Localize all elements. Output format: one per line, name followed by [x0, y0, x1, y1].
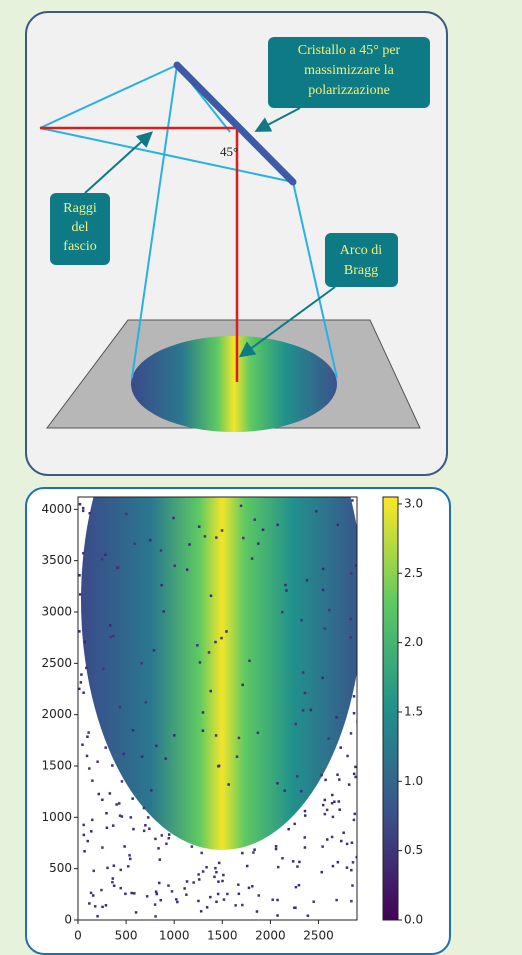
- colorbar-tick-label: 3.0: [404, 496, 423, 510]
- x-tick-label: 1000: [159, 929, 190, 943]
- x-tick-label: 1500: [207, 929, 238, 943]
- x-tick-label: 2500: [303, 929, 334, 943]
- callout-text: Raggi: [63, 201, 97, 216]
- callout-text: Bragg: [344, 263, 378, 278]
- y-tick-label: 0: [64, 913, 72, 927]
- callout-text: del: [71, 220, 88, 235]
- beam-callout: [50, 193, 110, 265]
- y-tick-label: 500: [49, 861, 72, 875]
- x-tick-label: 2000: [255, 929, 286, 943]
- arrow: [238, 286, 336, 358]
- callout-text: massimizzare la: [304, 63, 395, 78]
- arrow: [254, 107, 301, 132]
- colorbar-tick-label: 0.5: [404, 843, 423, 857]
- colorbar-tick-label: 0.0: [404, 913, 423, 927]
- bragg-callout: [325, 233, 398, 287]
- colorbar-tick-label: 1.5: [404, 704, 423, 718]
- arrow: [84, 131, 153, 194]
- heatmap: [78, 497, 357, 920]
- colorbar: [382, 496, 399, 921]
- colorbar-tick-label: 1.0: [404, 774, 423, 788]
- detector-disc: [131, 336, 337, 432]
- y-tick-label: 3500: [41, 553, 72, 567]
- y-tick-label: 2000: [41, 707, 72, 721]
- crystal-callout: [268, 37, 430, 108]
- callout-text: polarizzazione: [308, 83, 390, 98]
- angle-label: 45°: [220, 144, 238, 159]
- beam-axis: [40, 126, 239, 382]
- y-tick-label: 4000: [41, 502, 72, 516]
- y-tick-label: 3000: [41, 604, 72, 618]
- x-tick-label: 0: [74, 929, 82, 943]
- colorbar-tick-label: 2.0: [404, 635, 423, 649]
- y-tick-label: 1000: [41, 810, 72, 824]
- colorbar-tick-label: 2.5: [404, 566, 423, 580]
- callout-text: Cristallo a 45° per: [298, 43, 401, 58]
- plot-frame: [77, 496, 358, 921]
- y-tick-label: 2500: [41, 656, 72, 670]
- x-tick-label: 500: [115, 929, 138, 943]
- callout-text: Arco di: [340, 243, 382, 258]
- callout-text: fascio: [63, 239, 96, 254]
- crystal: [173, 61, 297, 186]
- y-tick-label: 1500: [41, 758, 72, 772]
